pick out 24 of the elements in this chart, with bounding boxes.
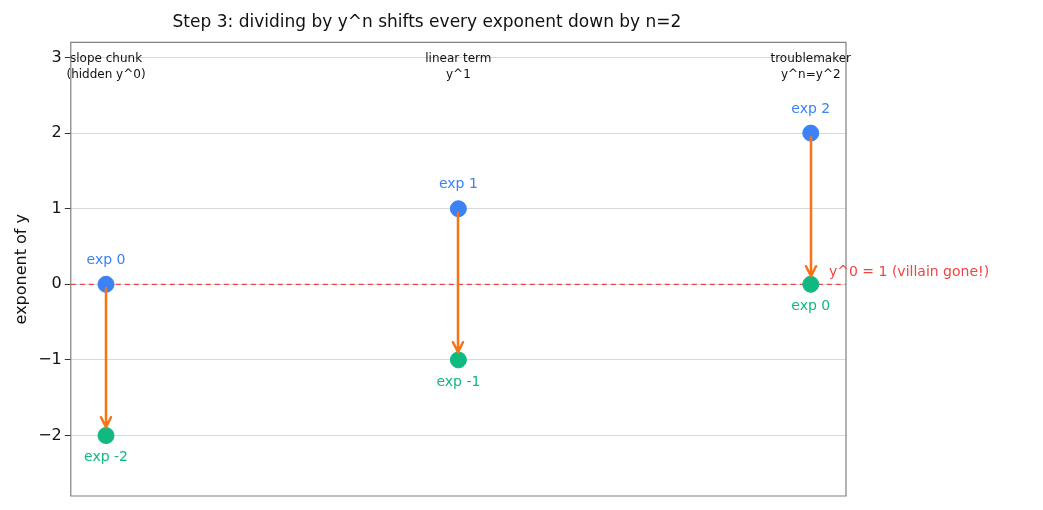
point bbox=[802, 124, 820, 142]
point bbox=[97, 275, 115, 293]
y-tick-label: 3 bbox=[51, 46, 62, 66]
data-label: exp 0 bbox=[86, 250, 126, 267]
data-label: exp -2 bbox=[84, 448, 128, 465]
y-tick-label: 1 bbox=[51, 197, 62, 217]
x-tick-label: troublemaker y^n=y^2 bbox=[770, 50, 852, 81]
data-label: exp 0 bbox=[791, 296, 831, 313]
y-tick-label: −1 bbox=[38, 349, 62, 369]
chart-title: Step 3: dividing by y^n shifts every exponent down by n=2 bbox=[172, 10, 682, 31]
point bbox=[97, 427, 115, 445]
y-axis-title: exponent of y bbox=[10, 213, 30, 325]
data-label: exp -1 bbox=[436, 372, 481, 389]
point bbox=[449, 351, 467, 369]
point bbox=[449, 200, 467, 218]
x-tick-label: linear term y^1 bbox=[425, 50, 492, 81]
point bbox=[802, 275, 820, 293]
x-tick-label: slope chunk (hidden y^0) bbox=[66, 50, 146, 81]
ref-line-label: y^0 = 1 (villain gone!) bbox=[829, 262, 990, 279]
data-label: exp 1 bbox=[438, 175, 478, 192]
data-label: exp 2 bbox=[791, 99, 831, 116]
y-tick-label: 2 bbox=[51, 122, 62, 142]
y-tick-label: 0 bbox=[51, 273, 62, 293]
y-tick-label: −2 bbox=[38, 424, 62, 444]
